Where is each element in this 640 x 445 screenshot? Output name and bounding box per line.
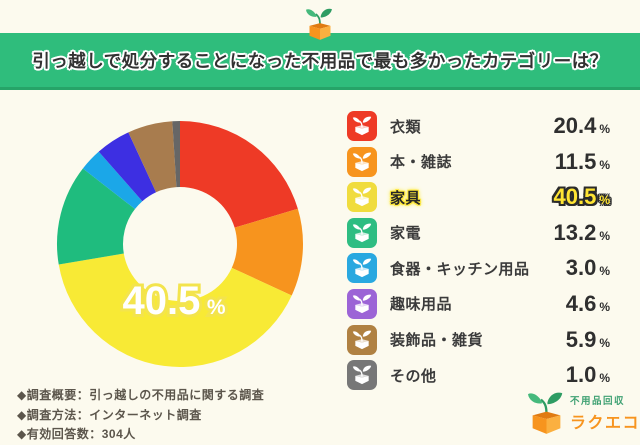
donut-segment-趣味用品	[98, 132, 157, 202]
donut-chart: 40.5 %	[57, 121, 303, 367]
survey-note-line: ◆調査方法：インターネット調査	[17, 407, 202, 422]
donut-segment-食器・キッチン用品	[82, 151, 143, 210]
legend-percent-unit: %	[599, 157, 610, 172]
legend-percent: 3.0	[565, 255, 597, 281]
survey-note-line: ◆有効回答数：304人	[17, 427, 136, 441]
legend-percent-unit: %	[599, 299, 610, 314]
sprout-box-icon	[306, 8, 332, 40]
legend-label: 衣類	[390, 118, 422, 136]
legend-label: 家電	[390, 225, 422, 243]
legend-percent: 4.6	[565, 290, 597, 316]
category-sprout-box-icon	[347, 111, 377, 141]
legend-percent: 5.9	[565, 326, 597, 352]
legend-row: 家電 13.2 %	[347, 217, 611, 248]
legend-percent: 20.4	[553, 113, 597, 138]
brand-logo-tagline: 不用品回収	[570, 396, 626, 407]
legend-percent-unit: %	[599, 228, 610, 243]
legend-row: その他 1.0 %	[347, 360, 610, 391]
legend-value: 20.4 %	[544, 113, 611, 139]
donut-segments	[57, 121, 303, 367]
category-sprout-box-icon	[347, 146, 377, 177]
legend-value: 3.0 %	[544, 255, 610, 281]
legend-row: 衣類 20.4 %	[347, 111, 610, 141]
brand-logo-text: 不用品回収 ラクエコ	[570, 393, 640, 436]
header-band: 引っ越しで処分することになった不用品で最も多かったカテゴリーは？	[0, 33, 640, 90]
category-sprout-box-icon	[347, 253, 377, 284]
donut-segment-その他	[172, 121, 180, 188]
donut-segment-衣類	[180, 121, 298, 228]
legend-label: 本・雑誌	[390, 154, 453, 172]
donut-center-label: 40.5 %	[123, 279, 226, 323]
legend-row: 本・雑誌 11.5 %	[347, 146, 610, 177]
category-sprout-box-icon	[347, 360, 377, 391]
donut-segment-装飾品・雑貨	[128, 121, 177, 193]
page-title: 引っ越しで処分することになった不用品で最も多かったカテゴリーは？	[32, 50, 608, 71]
legend-percent-unit: %	[599, 264, 610, 279]
donut-segment-家電	[57, 168, 135, 265]
category-sprout-box-icon	[347, 324, 377, 355]
legend-row: 食器・キッチン用品 3.0 %	[347, 253, 610, 284]
legend-label: 趣味用品	[390, 296, 453, 314]
legend-value: 5.9 %	[544, 327, 610, 353]
category-sprout-box-icon	[347, 182, 377, 213]
brand-logo-name: ラクエコ	[570, 415, 640, 432]
legend-value: 40.5 %	[544, 184, 611, 210]
legend-percent-unit: %	[599, 193, 610, 208]
legend-percent: 13.2	[553, 219, 597, 245]
sprout-box-icon	[528, 392, 563, 434]
donut-segment-家具	[58, 253, 292, 367]
legend: 衣類 20.4 % 本・雑誌 11.5 %	[347, 111, 610, 396]
category-sprout-box-icon	[347, 288, 377, 319]
legend-row: 家具 40.5 %	[347, 182, 611, 213]
legend-percent-unit: %	[599, 371, 610, 386]
legend-label: 装飾品・雑貨	[390, 332, 484, 350]
legend-label: 食器・キッチン用品	[390, 260, 530, 278]
legend-value: 13.2 %	[544, 219, 611, 246]
survey-notes: ◆調査概要：引っ越しの不用品に関する調査 ◆調査方法：インターネット調査 ◆有効回答…	[17, 386, 264, 445]
category-sprout-box-icon	[347, 217, 377, 248]
legend-value: 1.0 %	[544, 362, 610, 388]
legend-value: 11.5 %	[544, 149, 610, 175]
legend-value: 4.6 %	[544, 291, 610, 317]
legend-percent-unit: %	[599, 335, 610, 350]
legend-percent-unit: %	[599, 122, 610, 136]
legend-label: 家具	[390, 189, 422, 207]
legend-percent: 11.5	[554, 148, 597, 174]
legend-percent: 1.0	[565, 362, 597, 388]
legend-row: 趣味用品 4.6 %	[347, 288, 610, 319]
brand-logo: 不用品回収 ラクエコ	[528, 391, 640, 436]
legend-row: 装飾品・雑貨 5.9 %	[347, 324, 610, 355]
donut-segment-本・雑誌	[231, 208, 303, 296]
legend-percent: 40.5	[553, 184, 597, 210]
survey-note-line: ◆調査概要：引っ越しの不用品に関する調査	[17, 388, 265, 402]
legend-label: その他	[390, 367, 437, 385]
